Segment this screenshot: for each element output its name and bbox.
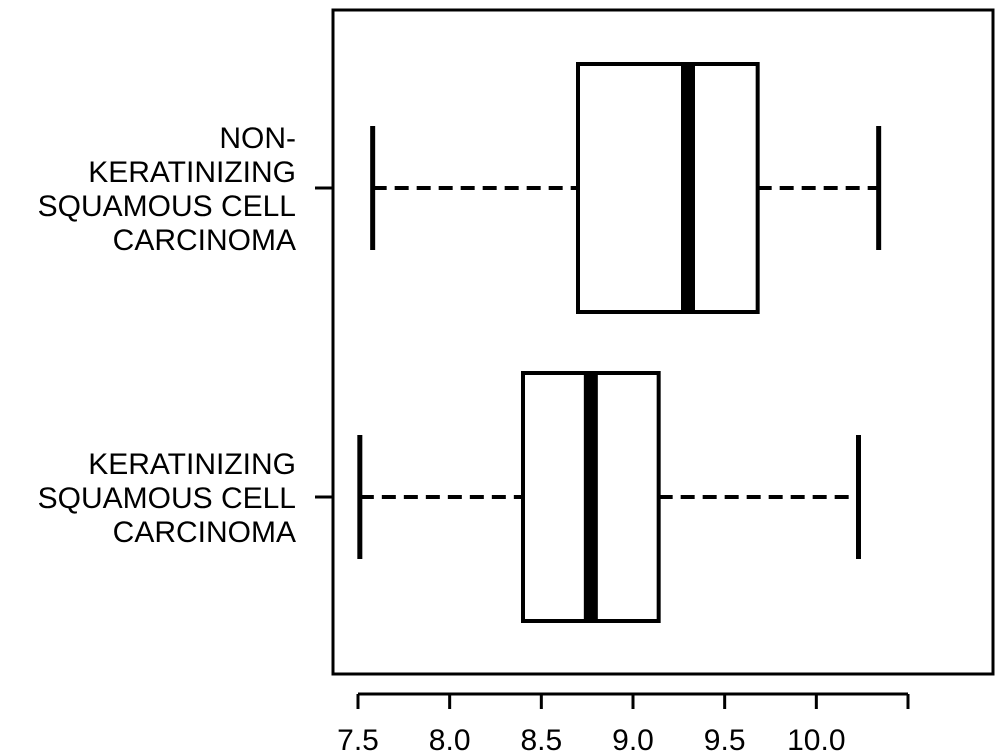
x-tick-label: 10.0 [787, 724, 845, 754]
x-tick-label: 8.5 [520, 724, 562, 754]
x-axis: 7.5 8.0 8.5 9.0 9.5 10.0 [337, 692, 910, 754]
iqr-box [576, 62, 760, 314]
category-label-line: KERATINIZING [88, 448, 296, 481]
category-label-line: CARCINOMA [113, 516, 296, 549]
category-label-line: KERATINIZING [88, 156, 296, 189]
x-tick-label: 8.0 [429, 724, 471, 754]
category-label-line: NON- [219, 122, 296, 155]
plot-frame [331, 8, 995, 676]
x-tick-label: 7.5 [337, 724, 379, 754]
box-group [357, 371, 861, 623]
x-tick-label: 9.5 [704, 724, 746, 754]
category-label-line: CARCINOMA [113, 224, 296, 257]
category-label-line: SQUAMOUS CELL [38, 190, 296, 223]
box-group [370, 62, 882, 314]
category-label-line: SQUAMOUS CELL [38, 482, 296, 515]
x-tick-label: 9.0 [612, 724, 654, 754]
boxes [357, 62, 882, 623]
